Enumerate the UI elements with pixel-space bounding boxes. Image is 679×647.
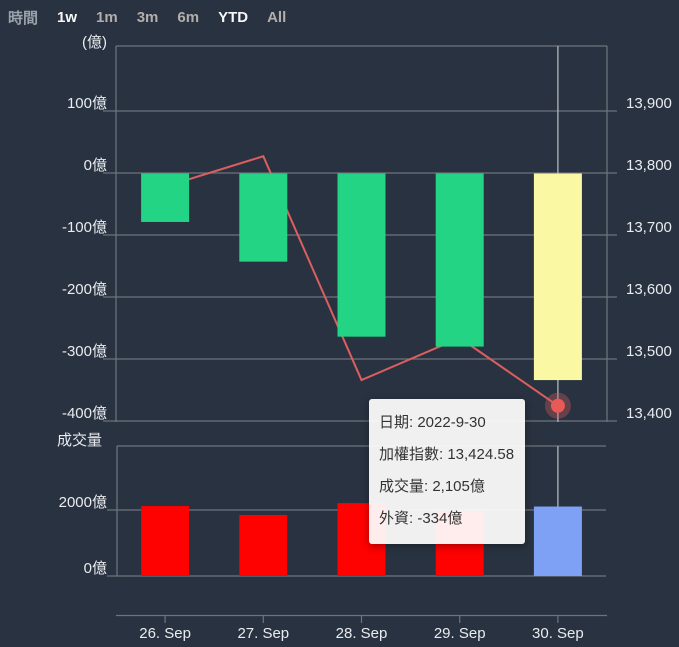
hover-tooltip: 日期: 2022-9-30 加權指數: 13,424.58 成交量: 2,105… bbox=[369, 399, 525, 544]
index-line bbox=[164, 155, 559, 407]
x-axis-date-label: 28. Sep bbox=[336, 625, 388, 642]
right-axis-label: 13,900 bbox=[626, 95, 672, 112]
right-axis-label: 13,700 bbox=[626, 219, 672, 236]
right-axis-label: 13,600 bbox=[626, 281, 672, 298]
time-range-1w[interactable]: 1w bbox=[57, 9, 78, 26]
x-axis-date-label: 27. Sep bbox=[237, 625, 289, 642]
right-axis-label: 13,800 bbox=[626, 157, 672, 174]
tooltip-date: 日期: 2022-9-30 bbox=[379, 414, 486, 431]
time-range-ytd[interactable]: YTD bbox=[218, 9, 249, 26]
volume-axis-label: 0億 bbox=[84, 560, 107, 577]
foreign-bar[interactable] bbox=[337, 173, 386, 337]
volume-bar-highlighted[interactable] bbox=[533, 506, 582, 576]
time-range-3m[interactable]: 3m bbox=[136, 9, 159, 26]
time-range-all[interactable]: All bbox=[267, 9, 287, 26]
time-range-selector: 時間 1w 1m 3m 6m YTD All bbox=[8, 7, 286, 28]
right-axis-label: 13,500 bbox=[626, 343, 672, 360]
volume-bar[interactable] bbox=[239, 514, 288, 576]
right-axis-label: 13,400 bbox=[626, 405, 672, 422]
time-range-1m[interactable]: 1m bbox=[96, 9, 118, 26]
left-axis-label: -300億 bbox=[62, 343, 107, 360]
volume-chart-title: 成交量 bbox=[57, 431, 102, 449]
tooltip-index: 加權指數: 13,424.58 bbox=[379, 446, 515, 463]
x-axis-date-label: 29. Sep bbox=[434, 625, 486, 642]
left-axis-label: 0億 bbox=[84, 157, 107, 174]
left-axis-unit-label: (億) bbox=[82, 34, 107, 51]
time-range-6m[interactable]: 6m bbox=[177, 9, 200, 26]
time-range-label: 時間 bbox=[8, 10, 39, 27]
tooltip-volume: 成交量: 2,105億 bbox=[379, 478, 485, 495]
left-axis-label: -400億 bbox=[62, 405, 107, 422]
left-axis-label: 100億 bbox=[67, 95, 107, 112]
foreign-bar[interactable] bbox=[435, 173, 484, 347]
left-axis-label: -100億 bbox=[62, 219, 107, 236]
hover-marker-dot bbox=[550, 398, 565, 413]
foreign-bar[interactable] bbox=[239, 173, 288, 262]
x-axis-date-label: 30. Sep bbox=[532, 625, 584, 642]
tooltip-foreign: 外資: -334億 bbox=[379, 510, 463, 527]
volume-axis-label: 2000億 bbox=[59, 494, 107, 511]
foreign-bar-highlighted[interactable] bbox=[533, 173, 582, 381]
foreign-bar[interactable] bbox=[141, 173, 190, 222]
x-axis-date-label: 26. Sep bbox=[139, 625, 191, 642]
left-axis-label: -200億 bbox=[62, 281, 107, 298]
volume-bar[interactable] bbox=[141, 506, 190, 576]
